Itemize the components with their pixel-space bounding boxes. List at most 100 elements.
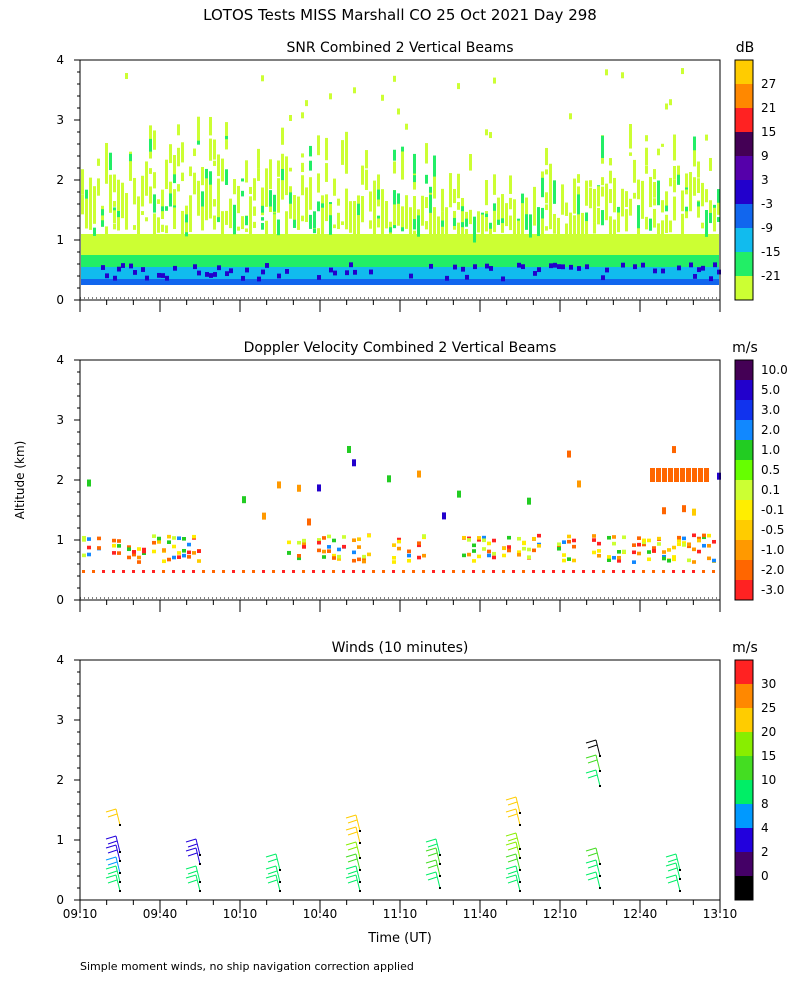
snr-cell — [405, 195, 408, 212]
vel-cell — [342, 544, 346, 549]
vel-cell — [137, 555, 141, 560]
snr-cell — [129, 171, 132, 181]
vel-cell — [632, 543, 636, 547]
snr-cell — [289, 198, 292, 219]
vel-cell — [412, 570, 415, 573]
snr-cell — [657, 182, 660, 206]
colorbar-cell — [735, 756, 753, 780]
y-tick-label: 2 — [56, 473, 64, 487]
snr-cell — [497, 213, 500, 220]
vel-cell — [712, 558, 716, 563]
snr-cell — [701, 189, 704, 207]
snr-cell — [217, 183, 220, 203]
snr-cell — [653, 198, 656, 206]
snr-cell — [277, 178, 280, 201]
vel-cell — [302, 545, 306, 549]
wind-barb-flag — [105, 865, 117, 870]
snr-cell — [85, 204, 88, 223]
vel-cell — [157, 540, 161, 544]
snr-cell — [405, 216, 408, 229]
wind-barb-origin — [358, 881, 361, 883]
snr-cell — [413, 196, 416, 220]
footer-note: Simple moment winds, no ship navigation … — [80, 960, 414, 973]
snr-cell — [705, 134, 708, 141]
snr-cell — [641, 188, 644, 203]
snr-band — [81, 267, 719, 279]
snr-cell — [85, 216, 88, 228]
vel-cell — [322, 555, 326, 559]
wind-barb-origin — [678, 890, 681, 892]
snr-cell — [429, 207, 432, 226]
wind-barb-flag — [267, 858, 278, 863]
colorbar-label: 2 — [761, 845, 769, 859]
vel-cell — [637, 542, 641, 547]
vel-cell — [482, 538, 486, 543]
velocity-panel: Doppler Velocity Combined 2 Vertical Bea… — [56, 340, 788, 612]
snr-cell — [337, 221, 340, 230]
wind-barb-shaft — [115, 865, 121, 883]
snr-cell — [501, 194, 504, 218]
snr-cell — [681, 228, 684, 236]
snr-cell — [393, 204, 396, 226]
vel-cell — [127, 547, 131, 552]
snr-cell — [713, 262, 717, 268]
y-tick-label: 0 — [56, 893, 64, 907]
vel-cell — [327, 549, 331, 553]
colorbar-cell — [735, 228, 753, 252]
vel-cell — [402, 570, 405, 573]
vel-cell — [397, 546, 401, 551]
snr-cell — [225, 210, 228, 225]
wind-barb-flag — [667, 858, 678, 863]
snr-cell — [281, 153, 284, 173]
wind-barb-flag — [505, 865, 517, 870]
snr-cell — [201, 191, 204, 210]
snr-cell — [677, 165, 680, 180]
wind-barb-flag — [187, 852, 198, 857]
colorbar-cell — [735, 560, 753, 580]
wind-barb-shaft — [275, 874, 281, 892]
colorbar-cell — [735, 252, 753, 276]
snr-cell — [525, 214, 528, 225]
snr-cell — [309, 160, 312, 171]
velocity-plot-frame — [79, 359, 721, 601]
snr-cell — [545, 192, 548, 204]
colorbar-label: -3 — [761, 197, 773, 211]
vel-cell — [572, 538, 576, 543]
vel-cell — [492, 538, 496, 543]
snr-cell — [697, 161, 700, 178]
velocity-colorbar: -3.0 -2.0 -1.0 -0.5 -0.1 0.1 0.5 1.0 2.0 3.0 5.0 10… — [734, 359, 788, 601]
snr-cell — [717, 269, 721, 275]
vel-cell — [352, 538, 356, 543]
vel-cell — [422, 570, 425, 573]
snr-cell — [205, 201, 208, 215]
vel-cell — [682, 505, 686, 513]
y-tick-label: 4 — [56, 353, 64, 367]
snr-cell — [233, 204, 236, 223]
snr-cell — [117, 179, 120, 189]
vel-cell — [177, 551, 181, 555]
snr-cell — [665, 191, 668, 206]
x-tick-label: 12:40 — [623, 907, 658, 921]
snr-cell — [565, 223, 568, 235]
wind-barb-origin — [278, 881, 281, 883]
vel-cell — [662, 507, 666, 515]
snr-units: dB — [736, 40, 755, 56]
vel-cell — [182, 570, 185, 573]
snr-cell — [697, 200, 700, 218]
vel-cell — [557, 542, 561, 547]
colorbar-label: 3 — [761, 173, 769, 187]
snr-cell — [637, 205, 640, 229]
snr-cell — [365, 169, 368, 175]
snr-cell — [645, 165, 648, 174]
vel-cell — [172, 555, 176, 560]
snr-cell — [621, 191, 624, 195]
vel-cell — [362, 556, 366, 561]
wind-barb-flag — [107, 840, 118, 845]
vel-cell — [582, 570, 585, 573]
snr-cell — [549, 211, 552, 222]
colorbar-label: 9 — [761, 149, 769, 163]
vel-cell — [112, 543, 116, 548]
snr-cell — [233, 179, 236, 194]
colorbar-label: -21 — [761, 269, 781, 283]
wind-barb-flag — [507, 846, 518, 851]
